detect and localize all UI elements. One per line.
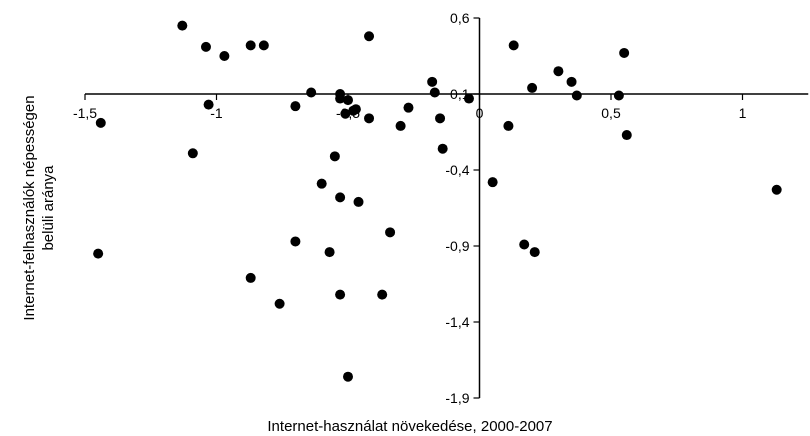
data-point xyxy=(364,31,375,42)
y-tick-label: -0,9 xyxy=(445,238,469,254)
data-point xyxy=(377,289,388,300)
data-point xyxy=(437,143,448,154)
data-point xyxy=(435,113,446,124)
data-point xyxy=(316,178,327,189)
data-point xyxy=(350,104,361,115)
data-point xyxy=(613,90,624,101)
data-point xyxy=(258,40,269,51)
data-point xyxy=(245,40,256,51)
x-tick-label: -1 xyxy=(210,105,223,121)
data-point xyxy=(274,298,285,309)
data-point xyxy=(621,130,632,141)
data-point xyxy=(403,102,414,113)
data-point xyxy=(395,120,406,131)
data-point xyxy=(306,87,317,98)
data-point xyxy=(324,247,335,258)
data-point xyxy=(771,184,782,195)
x-tick-label: 0 xyxy=(476,105,484,121)
data-point xyxy=(200,41,211,52)
data-point xyxy=(427,76,438,87)
y-tick-label: -1,9 xyxy=(445,390,469,406)
x-tick-label: -1,5 xyxy=(73,105,97,121)
data-point xyxy=(335,289,346,300)
data-point xyxy=(527,82,538,93)
data-point xyxy=(553,66,564,77)
data-point xyxy=(290,236,301,247)
data-point xyxy=(619,47,630,58)
y-tick-label: -1,4 xyxy=(445,314,469,330)
x-axis-title: Internet-használat növekedése, 2000-2007 xyxy=(267,418,552,435)
y-tick-label: -0,4 xyxy=(445,162,469,178)
data-point xyxy=(463,93,474,104)
data-point xyxy=(519,239,530,250)
y-axis-title-line-2: belüli aránya xyxy=(40,165,57,251)
data-point xyxy=(335,93,346,104)
data-point xyxy=(429,87,440,98)
data-point xyxy=(187,148,198,159)
data-point xyxy=(340,108,351,119)
data-point xyxy=(529,247,540,258)
chart-axes xyxy=(84,17,809,399)
data-point xyxy=(290,101,301,112)
data-point xyxy=(93,248,104,259)
data-point xyxy=(353,196,364,207)
data-point xyxy=(508,40,519,51)
data-point xyxy=(335,192,346,203)
data-point xyxy=(487,177,498,188)
data-point xyxy=(343,95,353,106)
data-point xyxy=(177,20,188,31)
data-point xyxy=(566,76,577,87)
data-point xyxy=(245,272,256,283)
data-point xyxy=(385,227,396,238)
y-tick-label: 0,6 xyxy=(450,10,470,26)
data-point xyxy=(95,117,106,128)
tick-labels: -1,5-1-0,500,510,60,1-0,4-0,9-1,4-1,9 xyxy=(73,10,747,406)
data-point xyxy=(329,151,340,162)
x-tick-label: 0,5 xyxy=(601,105,621,121)
data-point xyxy=(364,113,375,124)
data-point xyxy=(571,90,582,101)
y-axis-title-line-1: Internet-felhasználók népességen xyxy=(21,95,38,320)
data-points xyxy=(93,20,782,382)
data-point xyxy=(503,120,514,131)
data-point xyxy=(219,51,230,61)
data-point xyxy=(203,99,214,110)
data-point xyxy=(343,371,353,382)
x-tick-label: 1 xyxy=(739,105,747,121)
